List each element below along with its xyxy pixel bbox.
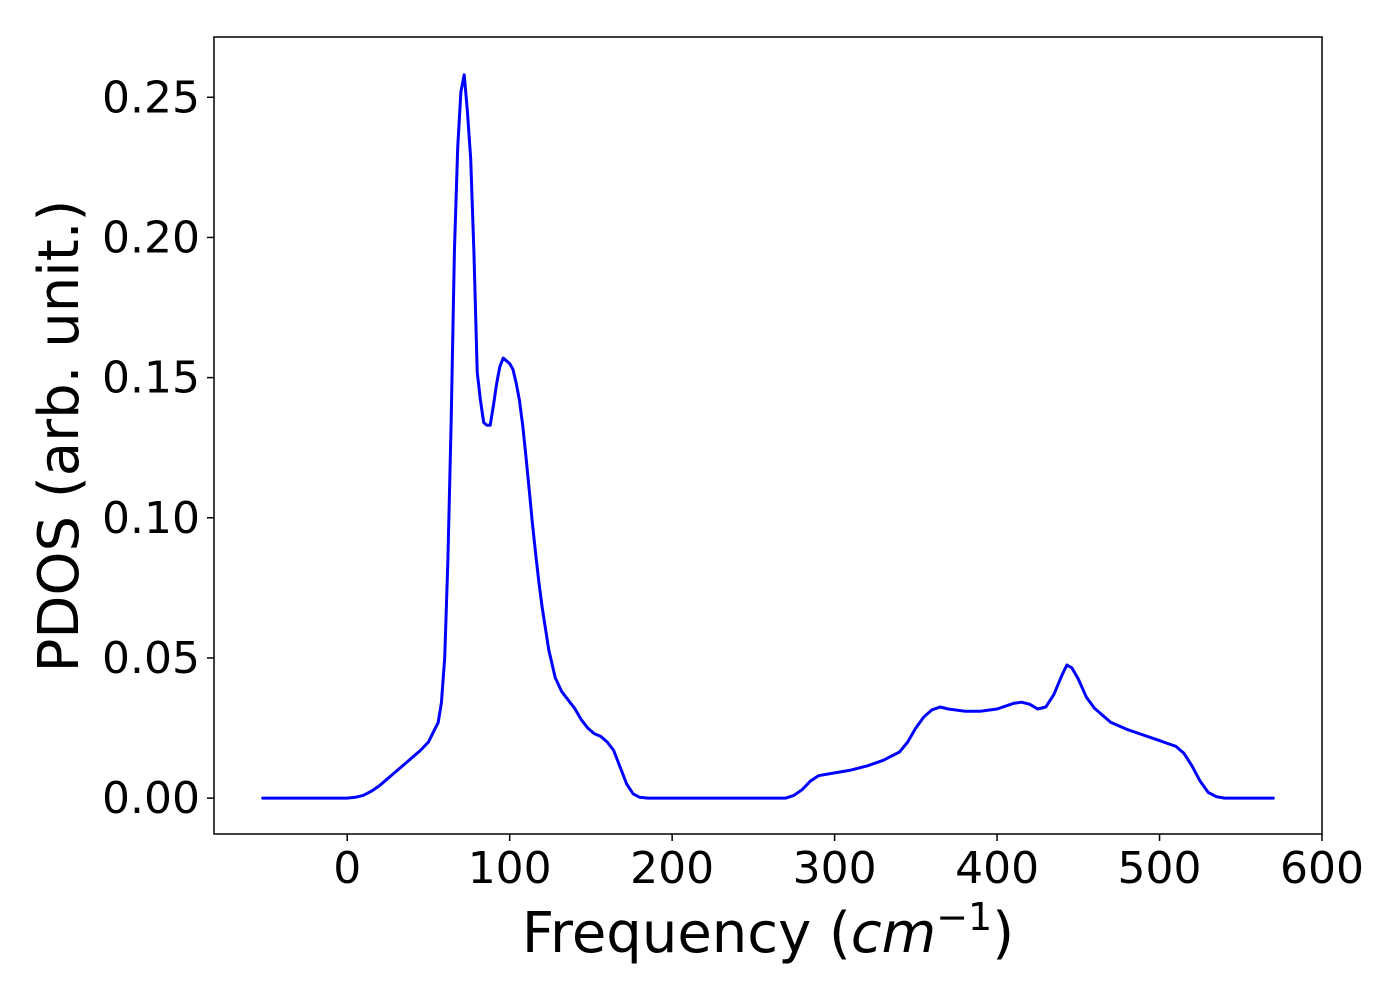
x-tick-label: 300 [793, 843, 877, 894]
y-tick-label: 0.00 [102, 773, 200, 824]
y-axis-ticks: 0.00 0.05 0.10 0.15 0.20 0.25 [102, 72, 214, 824]
y-tick-label: 0.10 [102, 493, 200, 544]
x-axis-ticks: 0 100 200 300 400 500 600 [333, 834, 1364, 894]
pdos-series-line [261, 73, 1275, 800]
x-tick-label: 600 [1280, 843, 1364, 894]
y-tick-label: 0.15 [102, 353, 200, 404]
x-tick-label: 0 [333, 843, 361, 894]
plot-frame [213, 36, 1323, 835]
x-tick-label: 500 [1118, 843, 1202, 894]
x-axis-title: Frequency (cm−1) [522, 895, 1014, 966]
y-axis-title: PDOS (arb. unit.) [27, 200, 92, 673]
y-tick-label: 0.25 [102, 72, 200, 123]
y-tick-label: 0.05 [102, 633, 200, 684]
x-tick-label: 200 [630, 843, 714, 894]
x-tick-label: 400 [955, 843, 1039, 894]
y-tick-label: 0.20 [102, 212, 200, 263]
x-tick-label: 100 [468, 843, 552, 894]
